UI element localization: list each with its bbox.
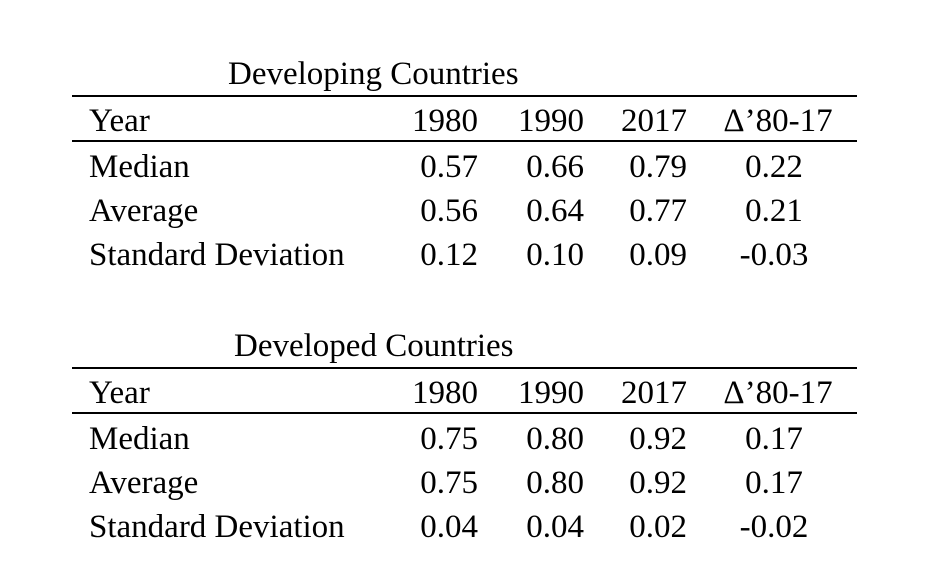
header-year: Year	[89, 375, 150, 411]
header-2017: 2017	[621, 103, 687, 139]
cell-2017: 0.92	[629, 465, 687, 501]
header-row: Year 1980 1990 2017 Δ’80-17	[72, 371, 857, 415]
cell-1990: 0.66	[526, 149, 584, 185]
cell-1980: 0.56	[420, 193, 478, 229]
cell-2017: 0.09	[629, 237, 687, 273]
cell-delta: 0.21	[745, 193, 803, 229]
header-delta: Δ’80-17	[723, 375, 833, 411]
table-row-average: Average 0.56 0.64 0.77 0.21	[72, 189, 857, 233]
row-label: Average	[89, 465, 199, 501]
header-row: Year 1980 1990 2017 Δ’80-17	[72, 99, 857, 143]
header-rule	[72, 140, 857, 142]
table-row-standard-deviation: Standard Deviation 0.04 0.04 0.02 -0.02	[72, 505, 857, 549]
cell-delta: -0.03	[739, 237, 809, 273]
cell-1990: 0.04	[526, 509, 584, 545]
cell-1980: 0.75	[420, 465, 478, 501]
cell-delta: 0.22	[745, 149, 803, 185]
header-1990: 1990	[518, 375, 584, 411]
table-row-median: Median 0.75 0.80 0.92 0.17	[72, 417, 857, 461]
cell-1990: 0.10	[526, 237, 584, 273]
cell-2017: 0.77	[629, 193, 687, 229]
cell-2017: 0.92	[629, 421, 687, 457]
row-label: Median	[89, 421, 190, 457]
cell-delta: -0.02	[739, 509, 809, 545]
table-caption: Developed Countries	[234, 328, 514, 364]
header-1990: 1990	[518, 103, 584, 139]
header-2017: 2017	[621, 375, 687, 411]
cell-delta: 0.17	[745, 465, 803, 501]
cell-1980: 0.75	[420, 421, 478, 457]
table-row-median: Median 0.57 0.66 0.79 0.22	[72, 145, 857, 189]
cell-1990: 0.80	[526, 465, 584, 501]
row-label: Median	[89, 149, 190, 185]
cell-1980: 0.12	[420, 237, 478, 273]
header-rule	[72, 412, 857, 414]
header-year: Year	[89, 103, 150, 139]
table-row-average: Average 0.75 0.80 0.92 0.17	[72, 461, 857, 505]
cell-2017: 0.02	[629, 509, 687, 545]
header-delta: Δ’80-17	[723, 103, 833, 139]
row-label: Standard Deviation	[89, 509, 345, 545]
cell-1990: 0.64	[526, 193, 584, 229]
table-row-standard-deviation: Standard Deviation 0.12 0.10 0.09 -0.03	[72, 233, 857, 277]
table-caption: Developing Countries	[228, 56, 519, 92]
cell-2017: 0.79	[629, 149, 687, 185]
header-1980: 1980	[412, 375, 478, 411]
cell-1980: 0.04	[420, 509, 478, 545]
header-1980: 1980	[412, 103, 478, 139]
top-rule	[72, 95, 857, 97]
cell-1980: 0.57	[420, 149, 478, 185]
row-label: Standard Deviation	[89, 237, 345, 273]
top-rule	[72, 367, 857, 369]
cell-delta: 0.17	[745, 421, 803, 457]
cell-1990: 0.80	[526, 421, 584, 457]
row-label: Average	[89, 193, 199, 229]
